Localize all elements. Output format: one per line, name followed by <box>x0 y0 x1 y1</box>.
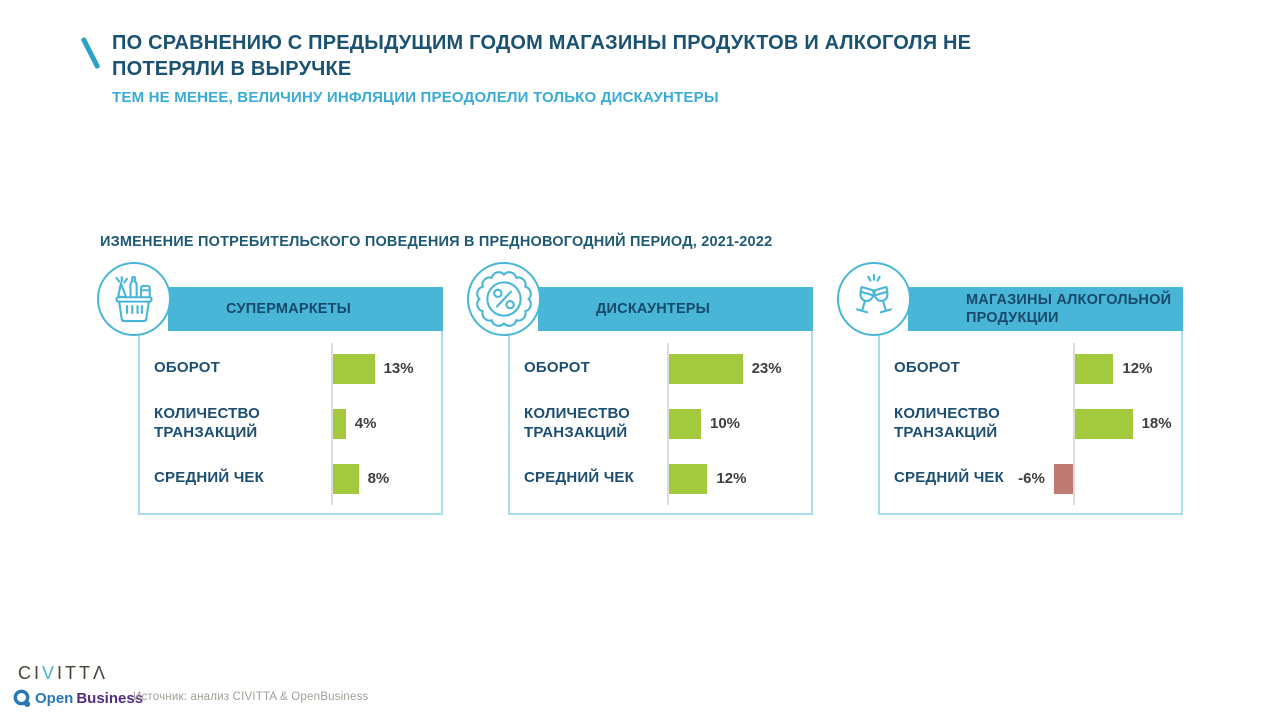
bar <box>333 408 346 439</box>
metric-label: ОБОРОТ <box>154 359 220 377</box>
metric-row: КОЛИЧЕСТВО ТРАНЗАКЦИЙ 4% <box>140 396 441 451</box>
page-subtitle: ТЕМ НЕ МЕНЕЕ, ВЕЛИЧИНУ ИНФЛЯЦИИ ПРЕОДОЛЕ… <box>112 89 719 106</box>
metric-row: СРЕДНИЙ ЧЕК 8% <box>140 451 441 506</box>
bar <box>333 463 359 494</box>
metric-label: КОЛИЧЕСТВО ТРАНЗАКЦИЙ <box>894 404 1001 441</box>
bar-group: 8% <box>333 463 390 494</box>
bar <box>1075 353 1114 384</box>
bar <box>669 463 708 494</box>
bar-group: 18% <box>1075 408 1172 439</box>
card-header: СУПЕРМАРКЕТЫ <box>168 287 443 331</box>
page-title-line-2: ПОТЕРЯЛИ В ВЫРУЧКЕ <box>112 58 352 80</box>
axis-baseline <box>331 343 333 505</box>
card-title: МАГАЗИНЫ АЛКОГОЛЬНОЙ ПРОДУКЦИИ <box>966 291 1172 326</box>
bar-value-label: 4% <box>354 415 377 432</box>
bar-group: 13% <box>333 353 414 384</box>
bar <box>1053 463 1073 494</box>
bar-value-label: 18% <box>1141 415 1172 432</box>
card-discounters: ДИСКАУНТЕРЫ ОБОРОТ 23% КОЛИЧЕСТВО ТРАНЗА… <box>467 262 813 515</box>
metric-label: ОБОРОТ <box>524 359 590 377</box>
bar <box>669 408 701 439</box>
bar-value-label: 13% <box>383 360 414 377</box>
metric-label: КОЛИЧЕСТВО ТРАНЗАКЦИЙ <box>524 404 631 441</box>
card-chart-area: ОБОРОТ 23% КОЛИЧЕСТВО ТРАНЗАКЦИЙ 10% СРЕ… <box>508 331 813 515</box>
card-header: ДИСКАУНТЕРЫ <box>538 287 813 331</box>
title-accent-slash <box>80 36 101 70</box>
civitta-logo-accent: V <box>42 663 58 683</box>
metric-row: КОЛИЧЕСТВО ТРАНЗАКЦИЙ 10% <box>510 396 811 451</box>
bar-value-label: 12% <box>1122 360 1153 377</box>
bar-group: 10% <box>669 408 741 439</box>
metric-label: СРЕДНИЙ ЧЕК <box>894 469 1004 487</box>
page-title: ПО СРАВНЕНИЮ С ПРЕДЫДУЩИМ ГОДОМ МАГАЗИНЫ… <box>112 30 1072 82</box>
civitta-logo: CIVITTΛ <box>18 663 108 684</box>
axis-baseline <box>1073 343 1075 505</box>
card-header: МАГАЗИНЫ АЛКОГОЛЬНОЙ ПРОДУКЦИИ <box>908 287 1183 331</box>
bar-group: 12% <box>669 463 747 494</box>
metric-row: КОЛИЧЕСТВО ТРАНЗАКЦИЙ 18% <box>880 396 1181 451</box>
card-title: ДИСКАУНТЕРЫ <box>596 300 711 317</box>
metric-row: ОБОРОТ 13% <box>140 341 441 396</box>
civitta-logo-text: CI <box>18 663 42 683</box>
card-supermarkets: СУПЕРМАРКЕТЫ ОБОРОТ 13% КОЛИЧЕСТВО ТРАНЗ… <box>97 262 443 515</box>
bar-value-label: -6% <box>1018 470 1045 487</box>
metric-label: ОБОРОТ <box>894 359 960 377</box>
civitta-logo-text: ITTΛ <box>57 663 109 683</box>
bar-value-label: 8% <box>367 470 390 487</box>
bar-value-label: 10% <box>710 415 741 432</box>
metric-label: КОЛИЧЕСТВО ТРАНЗАКЦИЙ <box>154 404 261 441</box>
bar <box>333 353 375 384</box>
axis-baseline <box>667 343 669 505</box>
bar-group: 12% <box>1075 353 1153 384</box>
section-title: ИЗМЕНЕНИЕ ПОТРЕБИТЕЛЬСКОГО ПОВЕДЕНИЯ В П… <box>100 234 773 250</box>
bar-group: -6% <box>1018 463 1073 494</box>
metric-label: СРЕДНИЙ ЧЕК <box>154 469 264 487</box>
bar <box>669 353 743 384</box>
bar-group: 4% <box>333 408 377 439</box>
card-title: СУПЕРМАРКЕТЫ <box>226 300 352 317</box>
metric-row: ОБОРОТ 12% <box>880 341 1181 396</box>
bar <box>1075 408 1133 439</box>
bar-value-label: 23% <box>751 360 782 377</box>
page-title-line-1: ПО СРАВНЕНИЮ С ПРЕДЫДУЩИМ ГОДОМ МАГАЗИНЫ… <box>112 32 972 54</box>
card-alcohol-stores: МАГАЗИНЫ АЛКОГОЛЬНОЙ ПРОДУКЦИИ ОБОРОТ 12… <box>837 262 1183 515</box>
shopping-basket-icon <box>97 262 171 336</box>
metric-row: ОБОРОТ 23% <box>510 341 811 396</box>
source-note: Источник: анализ CIVITTA & OpenBusiness <box>133 691 369 703</box>
card-chart-area: ОБОРОТ 13% КОЛИЧЕСТВО ТРАНЗАКЦИЙ 4% СРЕД… <box>138 331 443 515</box>
card-chart-area: ОБОРОТ 12% КОЛИЧЕСТВО ТРАНЗАКЦИЙ 18% СРЕ… <box>878 331 1183 515</box>
open-business-logo: Open Business <box>13 689 143 708</box>
bar-value-label: 12% <box>716 470 747 487</box>
open-business-circle-icon <box>13 689 32 708</box>
open-business-word-open: Open <box>35 690 74 707</box>
open-business-word-business: Business <box>76 690 144 707</box>
wine-glasses-icon <box>837 262 911 336</box>
percent-badge-icon <box>467 262 541 336</box>
metric-row: СРЕДНИЙ ЧЕК 12% <box>510 451 811 506</box>
metric-row: СРЕДНИЙ ЧЕК -6% <box>880 451 1181 506</box>
metric-label: СРЕДНИЙ ЧЕК <box>524 469 634 487</box>
bar-group: 23% <box>669 353 782 384</box>
